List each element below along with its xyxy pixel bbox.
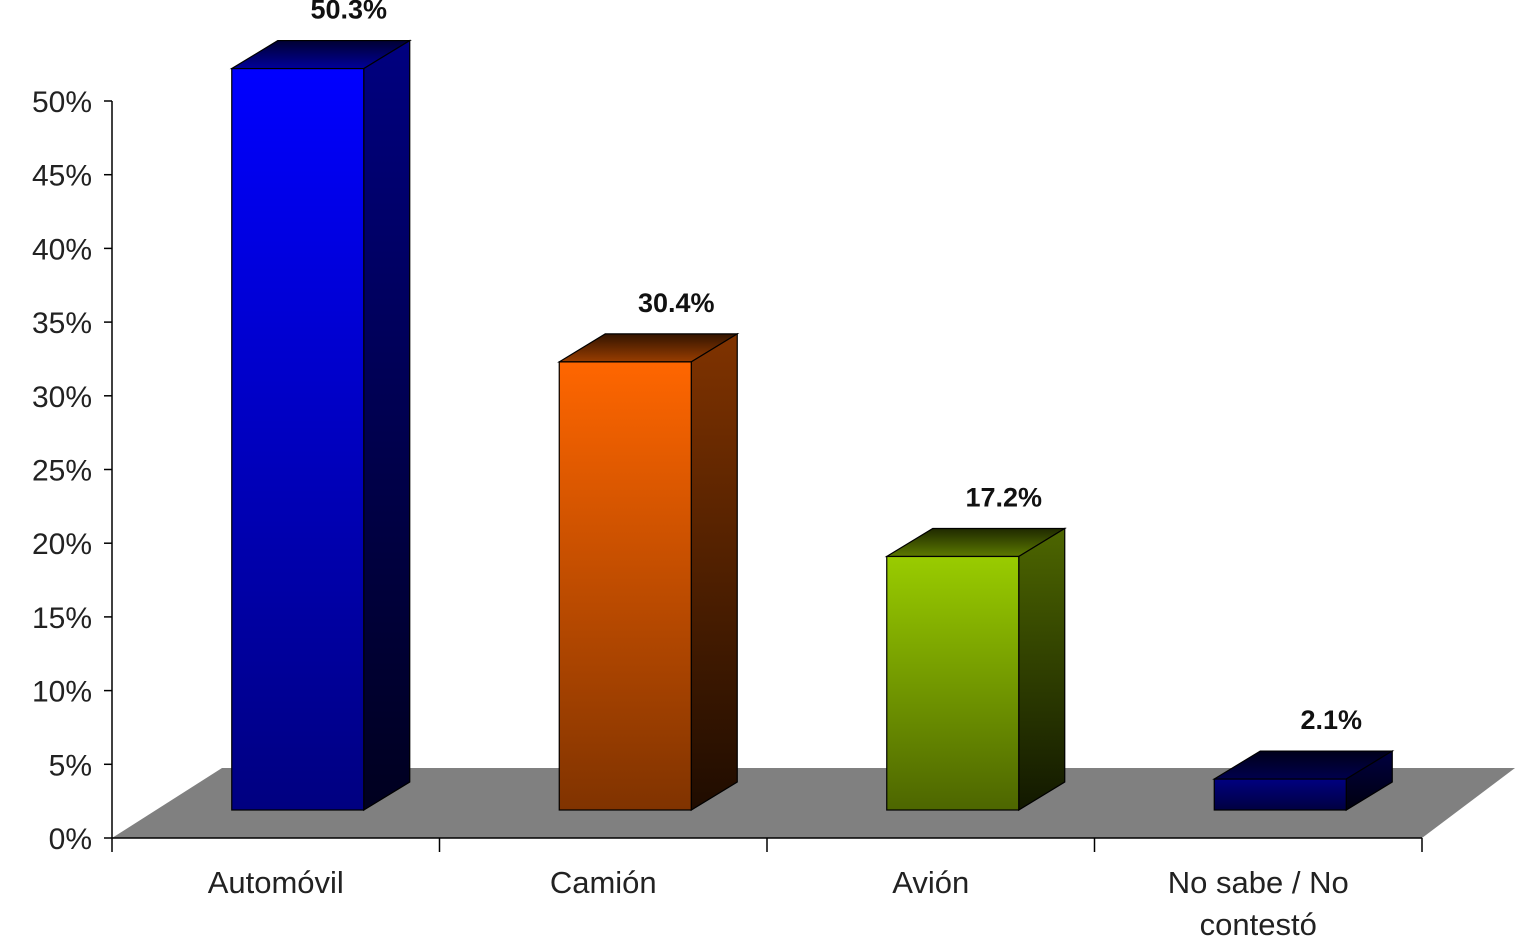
x-tick-label: Automóvil — [208, 865, 344, 900]
x-axis-ticks: Automóvil Camión Avión No sabe / No contestó — [111, 838, 1423, 942]
y-tick-label: 10% — [32, 676, 92, 709]
y-tick-label: 40% — [32, 233, 92, 266]
bar-series: 50.3% 30.4% 17.2% 2.1% — [229, 0, 1395, 812]
y-tick-label: 5% — [49, 749, 92, 782]
x-tick-label: Camión — [550, 865, 657, 900]
bar-1: 50.3% — [229, 0, 412, 812]
bar-front-face — [1213, 778, 1347, 811]
y-tick-label: 20% — [32, 528, 92, 561]
chart-floor — [112, 768, 1515, 838]
bar-2: 30.4% — [557, 288, 740, 812]
bar-front-face — [558, 361, 692, 811]
y-tick-label: 30% — [32, 381, 92, 414]
x-tick-label: No sabe / No contestó — [1168, 865, 1349, 941]
data-label: 2.1% — [1300, 705, 1362, 735]
bar-3: 17.2% — [884, 482, 1067, 812]
bar-front-face — [886, 555, 1020, 811]
data-label: 50.3% — [310, 0, 387, 25]
x-tick-label: Avión — [892, 865, 969, 900]
bar-side-face — [363, 39, 411, 812]
y-tick-label: 0% — [49, 823, 92, 856]
y-tick-label: 50% — [32, 86, 92, 119]
bar-4: 2.1% — [1212, 705, 1395, 812]
y-tick-label: 15% — [32, 602, 92, 635]
y-tick-label: 35% — [32, 307, 92, 340]
bar-side-face — [690, 332, 738, 812]
y-tick-label: 25% — [32, 455, 92, 488]
y-axis-ticks: 0% 5% 10% 15% 20% 25% 30% 35% 40% 45% 50% — [32, 86, 112, 856]
data-label: 17.2% — [965, 482, 1042, 512]
y-tick-label: 45% — [32, 160, 92, 193]
bar-side-face — [1018, 527, 1066, 812]
bar-front-face — [231, 67, 365, 811]
data-label: 30.4% — [638, 288, 715, 318]
